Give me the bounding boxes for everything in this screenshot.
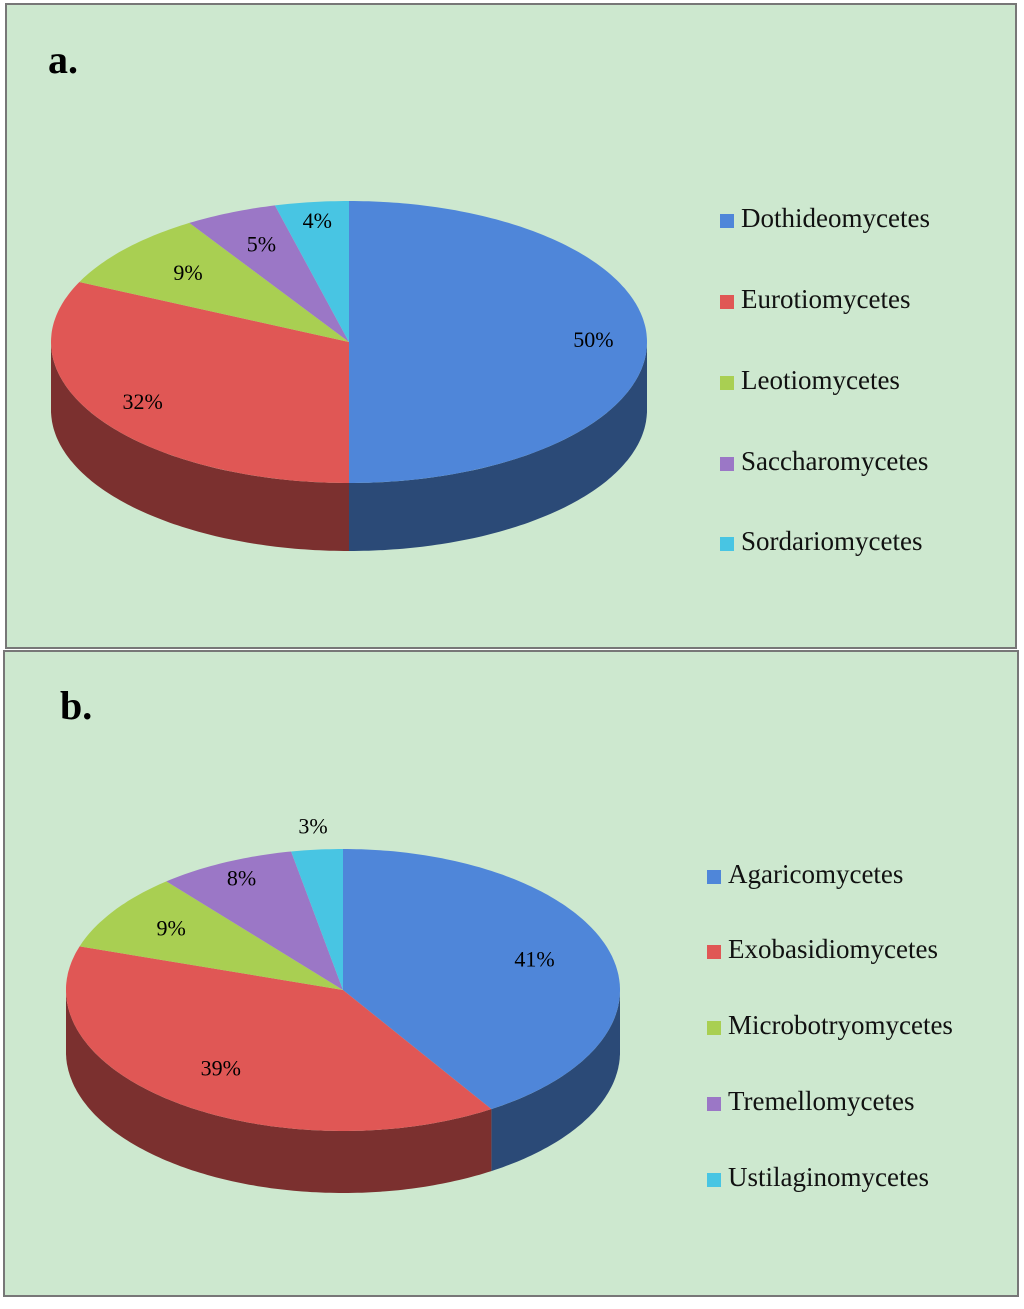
legend-label: Dothideomycetes: [741, 203, 930, 233]
chart-title: a.: [48, 37, 78, 82]
slice: [189, 205, 349, 342]
legend-label: Exobasidiomycetes: [728, 934, 938, 964]
legend-marker: [720, 457, 734, 471]
legend-marker: [707, 1173, 721, 1187]
slice: [51, 282, 349, 483]
legend-marker: [720, 295, 734, 309]
slice: [349, 201, 647, 483]
slice: [166, 851, 343, 990]
legend-label: Agaricomycetes: [728, 859, 903, 889]
data-label: 4%: [303, 208, 332, 233]
data-label: 9%: [173, 260, 202, 285]
data-label: 3%: [298, 814, 327, 839]
legend-label: Tremellomycetes: [728, 1086, 914, 1116]
data-label: 41%: [514, 947, 554, 972]
legend-marker: [707, 1097, 721, 1111]
slice-side: [491, 990, 620, 1172]
legend-marker: [707, 870, 721, 884]
data-label: 32%: [123, 389, 163, 414]
data-label: 5%: [247, 231, 276, 256]
slice: [343, 849, 620, 1110]
legend-marker: [707, 1021, 721, 1035]
legend-label: Eurotiomycetes: [741, 284, 910, 314]
legend-marker: [720, 537, 734, 551]
slice: [274, 201, 349, 342]
legend-marker: [720, 376, 734, 390]
chart-title: b.: [60, 683, 92, 728]
legend-marker: [720, 214, 734, 228]
legend-marker: [707, 945, 721, 959]
slice: [79, 881, 343, 990]
data-label: 50%: [573, 327, 613, 352]
slice-side: [66, 990, 492, 1193]
legend-label: Saccharomycetes: [741, 446, 928, 476]
slice-side: [349, 342, 647, 551]
data-label: 9%: [157, 916, 186, 941]
slice: [66, 946, 492, 1131]
slice: [79, 222, 350, 342]
slice-side: [51, 342, 349, 551]
legend-label: Sordariomycetes: [741, 526, 922, 556]
legend-label: Microbotryomycetes: [728, 1010, 953, 1040]
data-label: 39%: [201, 1055, 241, 1080]
data-label: 8%: [227, 865, 256, 890]
slice: [291, 849, 343, 990]
legend-label: Ustilaginomycetes: [728, 1162, 929, 1192]
legend-label: Leotiomycetes: [741, 365, 900, 395]
